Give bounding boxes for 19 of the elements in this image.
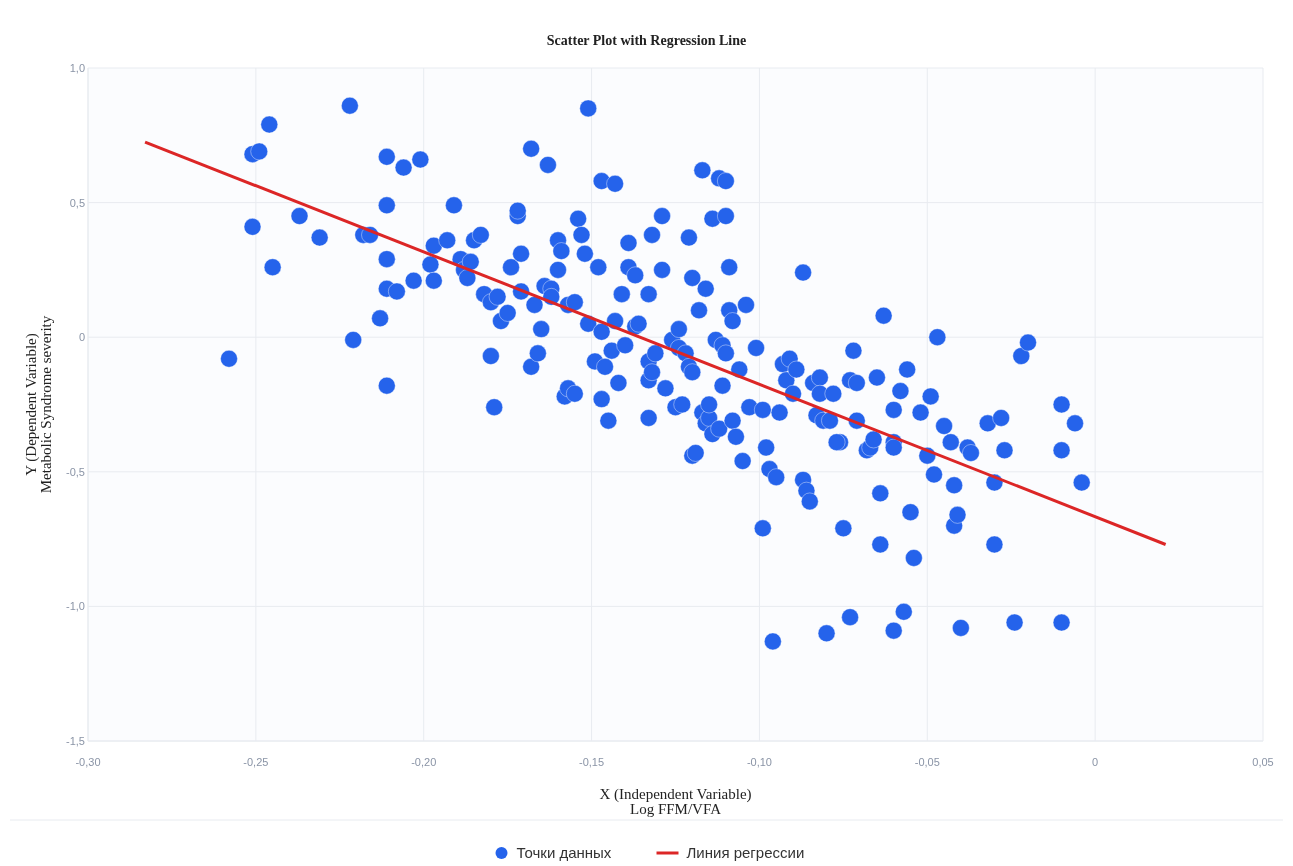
y-tick-label: -1,5 — [66, 735, 85, 747]
y-tick-label: 1,0 — [69, 62, 85, 74]
x-tick-label: -0,25 — [243, 756, 269, 768]
y-tick-label: -0,5 — [66, 465, 85, 478]
legend-label: Линия регрессии — [686, 844, 805, 861]
x-tick-label: -0,05 — [914, 756, 940, 768]
y-tick-label: -1,0 — [66, 600, 85, 613]
x-axis-title: X (Independent Variable) Log FFM/VFA — [599, 786, 752, 817]
y-tick-label: 0 — [78, 331, 85, 344]
x-tick-label: -0,15 — [579, 756, 605, 768]
x-tick-label: 0 — [1092, 756, 1099, 768]
x-tick-label: 0,05 — [1252, 756, 1274, 768]
legend-label: Точки данных — [516, 844, 612, 861]
y-tick-label: 0,5 — [69, 196, 85, 209]
y-axis-title: Y (Dependent Variable) Metabolic Syndrome severity — [23, 315, 54, 494]
x-tick-label: -0,10 — [746, 756, 772, 768]
x-tick-label: -0,30 — [75, 756, 101, 768]
x-tick-label: -0,20 — [411, 756, 437, 768]
chart-title: Scatter Plot with Regression Line — [546, 33, 747, 48]
